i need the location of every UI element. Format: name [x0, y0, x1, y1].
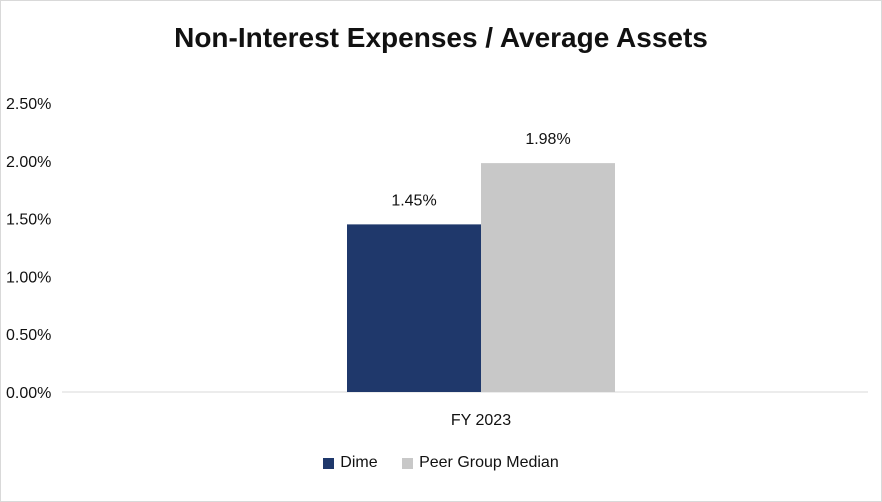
legend-item-dime: Dime	[323, 454, 378, 472]
y-tick-label: 0.50%	[6, 327, 51, 344]
x-tick-label: FY 2023	[451, 412, 511, 429]
bar-peer-group-median	[481, 163, 615, 392]
legend-swatch-peer-group-median	[402, 457, 414, 469]
y-tick-label: 1.00%	[6, 269, 51, 286]
legend-swatch-dime	[323, 457, 335, 469]
data-label-dime: 1.45%	[391, 192, 436, 209]
y-tick-label: 2.50%	[6, 96, 51, 113]
chart-title: Non-Interest Expenses / Average Assets	[174, 22, 708, 53]
legend-item-peer-group-median: Peer Group Median	[402, 454, 559, 472]
y-tick-label: 0.00%	[6, 385, 51, 402]
legend-label-peer-group-median: Peer Group Median	[419, 454, 559, 471]
legend-label-dime: Dime	[340, 454, 378, 471]
chart-legend: Dime Peer Group Median	[0, 454, 882, 474]
y-tick-label: 1.50%	[6, 212, 51, 229]
y-tick-label: 2.00%	[6, 154, 51, 171]
data-label-peer-group-median: 1.98%	[525, 131, 570, 148]
bar-dime	[347, 224, 481, 392]
